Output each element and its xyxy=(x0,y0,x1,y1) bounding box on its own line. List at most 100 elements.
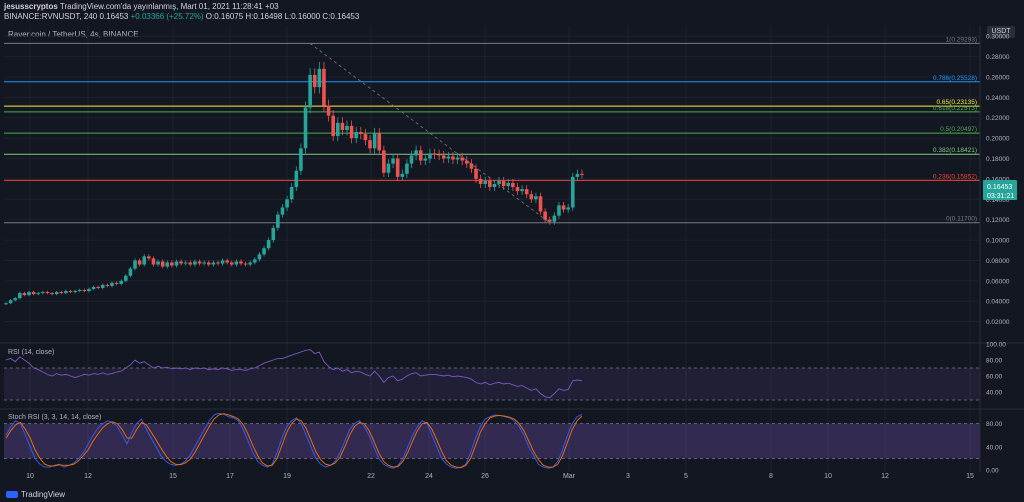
y-tick-label: 0.04000 xyxy=(986,299,1010,306)
candle-body xyxy=(432,153,437,155)
candle-body xyxy=(36,293,41,295)
footer: TradingView xyxy=(0,488,1024,502)
stoch-d-line xyxy=(5,413,583,469)
stoch-tick-label: 80.00 xyxy=(986,421,1003,428)
candles xyxy=(4,61,584,305)
tradingview-logo[interactable]: TradingView xyxy=(6,490,65,499)
author-name[interactable]: jesusscryptos xyxy=(4,2,58,11)
tradingview-logo-icon xyxy=(6,491,18,498)
last-price: 0.16453 xyxy=(99,12,129,21)
candle-body xyxy=(27,292,31,296)
candle-body xyxy=(100,284,105,288)
candle-body xyxy=(561,205,566,210)
candle-body xyxy=(409,155,414,164)
candle-body xyxy=(193,261,197,265)
candle-body xyxy=(50,293,54,295)
x-tick-label: 5 xyxy=(684,473,688,480)
candle-body xyxy=(234,261,239,265)
x-tick-label: 15 xyxy=(966,473,974,480)
brand-label: TradingView xyxy=(21,490,66,499)
fib-label: 0.5(0.20497) xyxy=(940,126,977,133)
candle-body xyxy=(534,196,538,200)
candle-body xyxy=(151,258,156,265)
candle-body xyxy=(45,292,50,294)
rsi-title: RSI (14, close) xyxy=(8,349,55,356)
candle-body xyxy=(18,293,22,299)
stoch-rsi-title: Stoch RSI (3, 3, 14, 14, close) xyxy=(8,414,102,421)
candle-body xyxy=(312,74,317,88)
candle-body xyxy=(326,105,331,116)
candle-body xyxy=(515,187,520,192)
candle-body xyxy=(308,74,312,108)
y-tick-label: 0.02000 xyxy=(986,319,1010,326)
candle-body xyxy=(137,260,142,265)
candle-body xyxy=(552,215,557,222)
candle-body xyxy=(174,261,179,266)
trend-line xyxy=(309,43,550,224)
y-tick-label: 0.08000 xyxy=(986,258,1010,265)
x-tick-label: 10 xyxy=(26,473,34,480)
candle-body xyxy=(299,148,303,171)
candle-body xyxy=(114,282,119,284)
rsi-tick-label: 100.00 xyxy=(986,342,1006,349)
candle-body xyxy=(4,303,8,305)
candle-body xyxy=(377,133,382,151)
candle-body xyxy=(428,153,432,159)
candle-body xyxy=(220,260,225,264)
close-value: C:0.16453 xyxy=(322,12,360,21)
candle-body xyxy=(73,291,77,293)
fib-label: 0.236(0.15852) xyxy=(933,173,977,180)
unit-label[interactable]: USDT xyxy=(987,26,1015,38)
x-tick-label: 24 xyxy=(425,473,433,480)
candle-body xyxy=(497,180,501,184)
candle-body xyxy=(322,68,326,106)
candle-body xyxy=(105,284,110,286)
candle-body xyxy=(211,262,216,265)
candle-body xyxy=(289,187,294,200)
candle-body xyxy=(405,163,409,174)
candle-body xyxy=(340,122,345,130)
candle-body xyxy=(391,158,395,164)
fib-label: 1(0.29293) xyxy=(946,36,977,43)
y-tick-label: 0.14000 xyxy=(986,197,1010,204)
candle-body xyxy=(257,254,262,260)
candle-body xyxy=(253,259,257,263)
y-tick-label: 0.26000 xyxy=(986,74,1010,81)
candle-body xyxy=(455,157,460,160)
candle-body xyxy=(64,291,68,294)
candle-body xyxy=(460,157,464,161)
rsi-pane xyxy=(4,349,980,401)
candle-body xyxy=(423,158,428,161)
candle-body xyxy=(441,155,446,159)
chart-canvas[interactable]: 1(0.29293) 0.786(0.25528) 0.65(0.23135)0.6… xyxy=(0,0,1024,488)
candle-body xyxy=(524,189,529,195)
candle-body xyxy=(197,261,202,264)
candle-body xyxy=(280,207,285,215)
candle-body xyxy=(41,292,45,294)
candle-body xyxy=(276,214,280,228)
x-tick-label: 3 xyxy=(626,473,630,480)
candle-body xyxy=(160,261,165,267)
candle-body xyxy=(225,260,229,263)
candle-body xyxy=(570,176,575,208)
candle-body xyxy=(110,282,114,286)
candle-body xyxy=(566,207,570,210)
candle-body xyxy=(96,286,100,288)
y-tick-label: 0.28000 xyxy=(986,54,1010,61)
candle-body xyxy=(183,262,188,264)
candle-body xyxy=(22,293,27,296)
rsi-tick-label: 60.00 xyxy=(986,374,1003,381)
x-tick-label: 8 xyxy=(769,473,773,480)
candle-body xyxy=(206,262,211,265)
candle-body xyxy=(547,219,552,222)
candle-body xyxy=(216,262,220,264)
candle-body xyxy=(492,184,497,188)
candle-body xyxy=(359,132,363,135)
candle-body xyxy=(451,156,455,160)
candle-body xyxy=(82,290,87,292)
candle-body xyxy=(488,180,492,188)
y-tick-label: 0.30000 xyxy=(986,34,1010,41)
y-tick-label: 0.10000 xyxy=(986,238,1010,245)
candle-body xyxy=(418,150,423,161)
candle-body xyxy=(580,173,584,175)
